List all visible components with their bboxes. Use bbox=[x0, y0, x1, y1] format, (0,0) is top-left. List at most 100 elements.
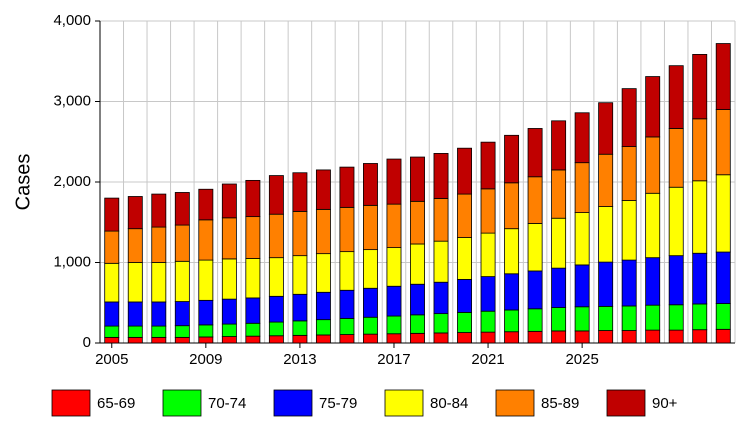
legend-swatch bbox=[273, 389, 313, 417]
bar-segment bbox=[363, 316, 378, 335]
bar-segment bbox=[221, 183, 237, 219]
bar-segment bbox=[410, 156, 425, 202]
bar-segment bbox=[339, 206, 355, 253]
bar-segment bbox=[292, 210, 308, 257]
bar-segment bbox=[386, 315, 402, 335]
legend-swatch bbox=[606, 389, 646, 417]
bar-segment bbox=[574, 264, 590, 308]
bar-segment bbox=[551, 267, 567, 308]
bar-segment bbox=[598, 261, 614, 307]
bar-segment bbox=[715, 303, 731, 330]
bar-segment bbox=[645, 304, 661, 331]
bar-segment bbox=[457, 147, 472, 195]
bar-segment bbox=[574, 306, 590, 332]
bar-segment bbox=[315, 253, 331, 293]
bar-segment bbox=[315, 208, 331, 255]
bar-segment bbox=[668, 128, 684, 188]
x-tick-label: 2017 bbox=[377, 351, 410, 368]
bar-segment bbox=[715, 43, 731, 110]
bar-segment bbox=[433, 313, 449, 334]
bar-segment bbox=[127, 336, 143, 344]
bar-segment bbox=[715, 109, 731, 176]
bar-segment bbox=[715, 174, 731, 253]
bar-segment bbox=[245, 216, 261, 259]
bar-segment bbox=[292, 293, 308, 322]
bar-segment bbox=[127, 325, 143, 338]
bar-segment bbox=[433, 153, 449, 199]
bar-segment bbox=[174, 192, 190, 226]
bar-segment bbox=[433, 198, 449, 242]
bar-segment bbox=[668, 65, 684, 129]
bar-segment bbox=[245, 297, 261, 324]
bar-segment bbox=[433, 240, 449, 283]
bar-segment bbox=[692, 180, 708, 254]
bar-segment bbox=[504, 134, 520, 184]
bar-segment bbox=[457, 237, 472, 280]
bar-segment bbox=[151, 325, 167, 338]
bar-segment bbox=[268, 175, 284, 215]
bar-segment bbox=[598, 153, 614, 207]
bar-segment bbox=[645, 329, 661, 344]
bar-segment bbox=[480, 331, 496, 344]
bar-segment bbox=[198, 188, 214, 221]
bar-segment bbox=[668, 255, 684, 306]
bar-segment bbox=[645, 257, 661, 306]
bar-segment bbox=[151, 193, 167, 228]
bar-segment bbox=[268, 335, 284, 344]
bar-segment bbox=[527, 308, 543, 332]
bar-segment bbox=[692, 303, 708, 331]
bar-segment bbox=[245, 322, 261, 337]
bar-segment bbox=[339, 334, 355, 344]
bar-segment bbox=[410, 314, 425, 334]
legend-swatch bbox=[162, 389, 202, 417]
bar-segment bbox=[386, 247, 402, 287]
bar-segment bbox=[151, 336, 167, 344]
bar-segment bbox=[551, 120, 567, 171]
bar-segment bbox=[198, 336, 214, 344]
legend-swatch bbox=[495, 389, 535, 417]
bar-segment bbox=[668, 304, 684, 331]
bar-segment bbox=[363, 249, 378, 289]
bar-segment bbox=[198, 324, 214, 338]
bar-segment bbox=[504, 273, 520, 311]
bar-segment bbox=[104, 230, 120, 264]
bar-segment bbox=[551, 330, 567, 344]
bar-segment bbox=[268, 213, 284, 259]
legend-label: 70-74 bbox=[208, 395, 246, 412]
bar-segment bbox=[386, 333, 402, 344]
bar-segment bbox=[527, 270, 543, 310]
bar-segment bbox=[480, 232, 496, 277]
y-tick-label: 4,000 bbox=[53, 12, 91, 29]
bar-segment bbox=[433, 281, 449, 315]
bar-segment bbox=[504, 331, 520, 344]
bar-segment bbox=[268, 257, 284, 297]
bar-segment bbox=[621, 305, 637, 331]
bar-segment bbox=[692, 118, 708, 182]
bar-segment bbox=[457, 332, 472, 344]
bar-segment bbox=[480, 310, 496, 333]
legend-label: 80-84 bbox=[430, 395, 468, 412]
bar-segment bbox=[221, 323, 237, 337]
bar-segment bbox=[198, 219, 214, 261]
bar-segment bbox=[645, 76, 661, 138]
legend-label: 90+ bbox=[652, 395, 678, 412]
bar-segment bbox=[386, 158, 402, 205]
bar-segment bbox=[315, 291, 331, 321]
x-tick-label: 2013 bbox=[283, 351, 316, 368]
bar-segment bbox=[104, 262, 120, 303]
bar-segment bbox=[457, 193, 472, 238]
bar-segment bbox=[221, 217, 237, 260]
bar-segment bbox=[480, 188, 496, 234]
bar-segment bbox=[410, 283, 425, 316]
y-axis-label: Cases bbox=[12, 154, 34, 211]
bar-segment bbox=[410, 200, 425, 245]
y-tick-label: 3,000 bbox=[53, 92, 91, 109]
legend-swatch bbox=[384, 389, 424, 417]
bar-segment bbox=[104, 325, 120, 338]
bar-segment bbox=[386, 203, 402, 249]
bar-segment bbox=[198, 299, 214, 326]
bar-segment bbox=[598, 102, 614, 155]
bar-segment bbox=[621, 200, 637, 261]
bar-segment bbox=[104, 336, 120, 344]
